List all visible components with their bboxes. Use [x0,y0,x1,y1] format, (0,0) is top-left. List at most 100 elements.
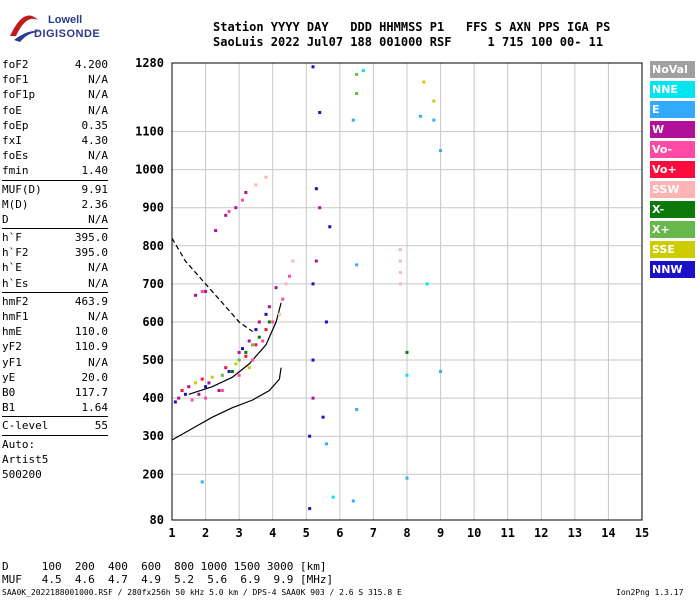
echo-point [234,362,238,366]
separator [2,228,108,230]
autoscale-note: Artist5 [2,452,49,466]
polarization-legend: NoVal NNE E W Vo- Vo+ SSW X- X+ SSE NNW [650,61,695,281]
x-tick-label: 4 [269,526,276,540]
echo-point [224,213,228,217]
y-tick-label: 500 [142,353,164,367]
x-tick-label: 15 [635,526,649,540]
echo-point [398,282,402,286]
echo-point [398,270,402,274]
echo-point [355,408,359,412]
param-name: hmF1 [2,310,29,323]
echo-point [432,118,436,122]
y-tick-label: 1280 [135,56,164,70]
x-tick-label: 5 [303,526,310,540]
echo-point [244,190,248,194]
separator [2,416,108,418]
echo-point [355,72,359,76]
param-value: 1.64 [81,401,109,415]
y-tick-label: 80 [150,513,164,527]
param-name: foE [2,103,22,117]
echo-point [405,373,409,377]
station-header-line1: Station YYYY DAY DDD HHMMSS P1 FFS S AXN… [213,20,611,34]
x-tick-label: 3 [236,526,243,540]
distance-row: D 100 200 400 600 800 1000 1500 3000 [km… [2,560,327,573]
param-row: foEp 0.35 [2,118,108,133]
x-tick-label: 9 [437,526,444,540]
echo-point [405,350,409,354]
echo-point [267,305,271,309]
echo-point [254,343,258,347]
param-value: 395.0 [74,231,108,245]
param-value: 4.30 [81,133,109,147]
param-name: foF1p [2,88,36,102]
x-tick-label: 7 [370,526,377,540]
legend-item: SSW [650,181,695,198]
echo-point [264,328,268,332]
echo-point [432,99,436,103]
param-name: fxI [2,133,22,147]
echo-point [439,149,443,153]
echo-point [230,369,234,373]
param-row: fmin 1.40 [2,163,108,178]
param-row: hmF1 N/A [2,309,108,324]
param-name: foEp [2,118,29,132]
echo-point [183,392,187,396]
param-value: 110.0 [74,325,108,339]
param-value: N/A [88,212,108,226]
echo-point [351,499,355,503]
param-value: 4.200 [74,58,108,71]
y-tick-label: 800 [142,239,164,253]
param-value: N/A [88,276,108,290]
echo-point [177,396,181,400]
param-value: N/A [88,73,108,87]
echo-point [197,392,201,396]
echo-point [194,293,197,297]
param-value: N/A [88,355,108,369]
param-row: C-level 55 [2,418,108,433]
echo-point [281,297,285,301]
echo-point [200,480,204,484]
legend-item: NNE [650,81,695,98]
echo-point [418,114,422,118]
legend-item: Vo- [650,141,695,158]
param-row: foE N/A [2,103,108,118]
param-name: foF2 [2,58,29,71]
param-row: B1 1.64 [2,400,108,415]
param-name: B0 [2,385,16,399]
echo-point [214,229,218,233]
echo-point [271,320,275,324]
echo-point [234,206,238,210]
param-value: 9.91 [81,182,109,196]
param-row: yF2 110.9 [2,339,108,354]
x-tick-label: 1 [168,526,175,540]
param-row: h`Es N/A [2,276,108,291]
echo-point [190,398,194,402]
echo-point [257,335,261,339]
echo-point [237,358,241,362]
echo-point [241,198,244,202]
x-tick-label: 8 [403,526,410,540]
autoscale-note: 500200 [2,467,42,481]
echo-point [207,381,211,385]
echo-point [247,339,251,343]
param-name: yF1 [2,355,22,369]
param-row: M(D) 2.36 [2,197,108,212]
echo-point [267,320,271,324]
echo-point [328,225,332,229]
echo-point [200,377,204,381]
param-name: yE [2,370,16,384]
param-row: h`F2 395.0 [2,245,108,260]
param-row: MUF(D) 9.91 [2,182,108,197]
echo-point [204,385,208,389]
param-name: C-level [2,419,49,433]
param-row: foF1 N/A [2,72,108,87]
echo-point [264,175,268,179]
param-value: N/A [88,310,108,323]
echo-point [247,366,251,370]
param-name: foF1 [2,73,29,87]
echo-point [398,248,402,252]
y-tick-label: 1100 [135,125,164,139]
echo-point [217,389,221,393]
echo-point [425,282,429,286]
param-value: N/A [88,88,108,102]
